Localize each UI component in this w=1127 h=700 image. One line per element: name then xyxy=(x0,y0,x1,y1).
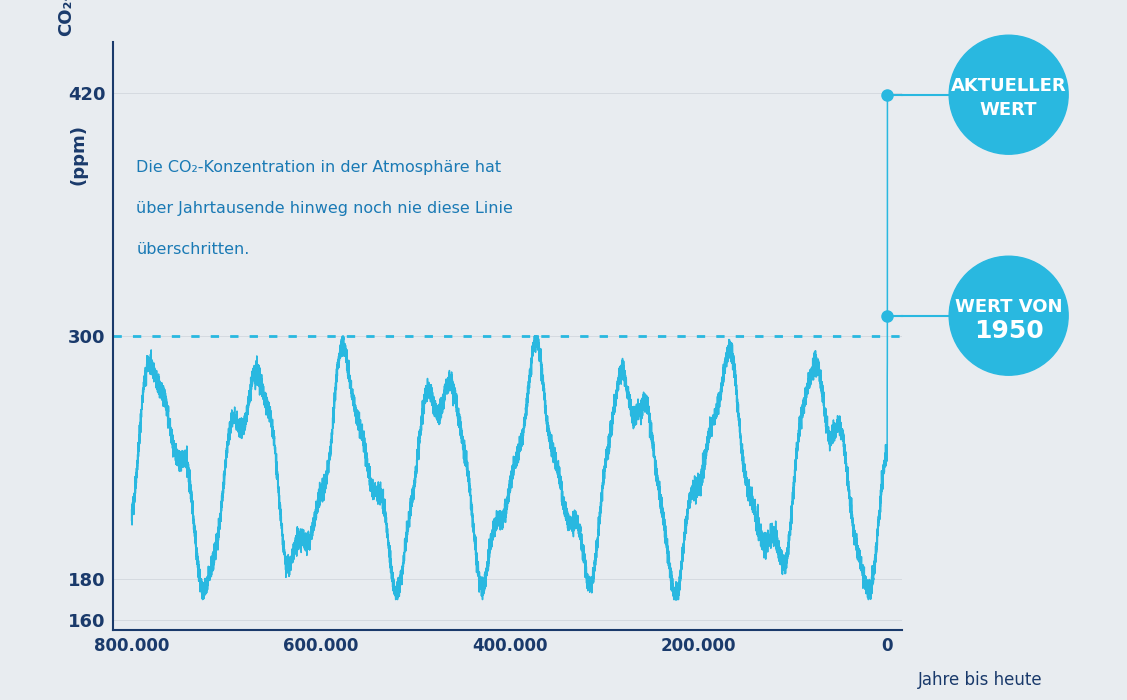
Text: überschritten.: überschritten. xyxy=(136,242,250,257)
Text: WERT VON: WERT VON xyxy=(955,298,1063,316)
Text: Jahre bis heute: Jahre bis heute xyxy=(917,671,1042,690)
Text: WERT: WERT xyxy=(979,101,1038,119)
Text: (ppm): (ppm) xyxy=(70,125,87,186)
Text: 1950: 1950 xyxy=(974,319,1044,343)
Text: über Jahrtausende hinweg noch nie diese Linie: über Jahrtausende hinweg noch nie diese … xyxy=(136,201,513,216)
Text: CO₂-Gehalt: CO₂-Gehalt xyxy=(57,0,76,36)
Text: AKTUELLER: AKTUELLER xyxy=(951,77,1066,95)
Text: Die CO₂-Konzentration in der Atmosphäre hat: Die CO₂-Konzentration in der Atmosphäre … xyxy=(136,160,502,174)
